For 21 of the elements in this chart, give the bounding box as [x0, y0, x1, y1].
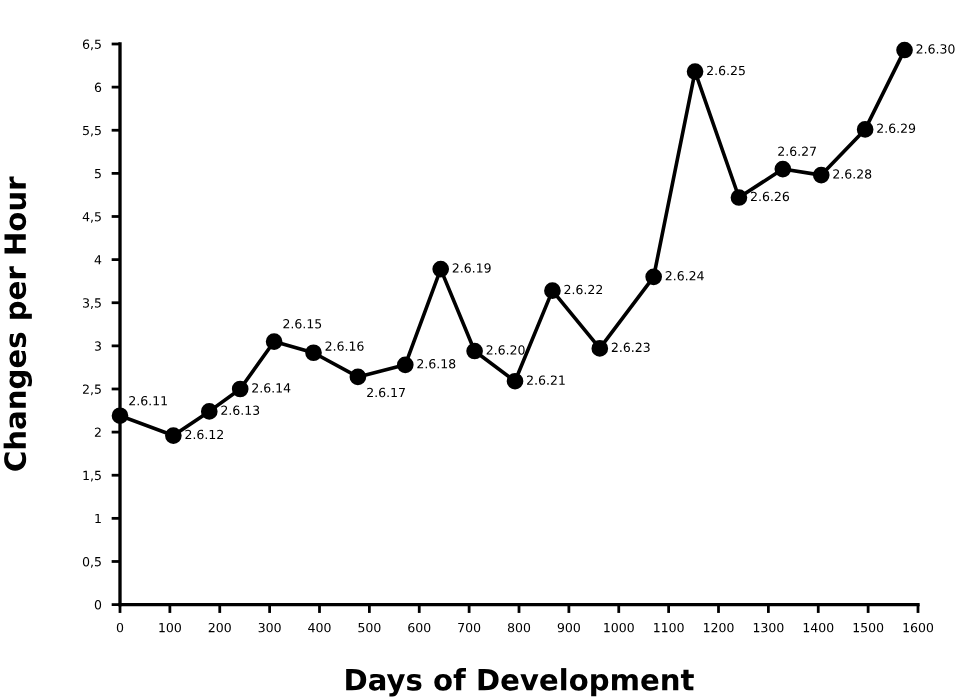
point — [231, 380, 249, 398]
point — [686, 63, 704, 80]
point — [349, 368, 367, 386]
point — [591, 340, 609, 357]
point — [165, 427, 182, 444]
x-axis-title: Days of Development — [346, 668, 694, 697]
point — [812, 166, 830, 184]
point — [645, 268, 662, 286]
point — [432, 260, 450, 278]
point — [856, 121, 874, 138]
point — [896, 41, 913, 59]
point — [305, 344, 322, 362]
y-axis-title: Changes per Hour — [3, 176, 33, 471]
point — [396, 356, 414, 374]
point — [730, 189, 748, 206]
point — [544, 282, 561, 299]
point — [774, 160, 792, 178]
point — [200, 403, 218, 420]
point — [466, 342, 483, 360]
point — [506, 372, 524, 390]
point — [265, 333, 283, 350]
